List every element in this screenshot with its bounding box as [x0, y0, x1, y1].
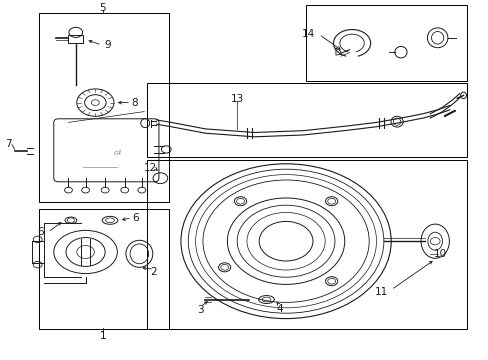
Bar	[39, 13, 168, 202]
Text: 4: 4	[276, 304, 283, 314]
Text: 12: 12	[143, 163, 157, 173]
Text: 13: 13	[230, 94, 244, 104]
Text: 6: 6	[37, 227, 43, 237]
Text: 8: 8	[131, 98, 138, 108]
Text: c4: c4	[113, 150, 122, 156]
Bar	[39, 209, 168, 329]
Bar	[146, 160, 466, 329]
Text: 1: 1	[99, 330, 106, 341]
Text: 7: 7	[5, 139, 12, 149]
Text: 10: 10	[433, 249, 446, 259]
Text: 6: 6	[132, 213, 139, 223]
Text: 11: 11	[374, 287, 387, 297]
Text: 9: 9	[104, 40, 111, 50]
Bar	[305, 5, 466, 81]
Text: 2: 2	[150, 267, 157, 277]
Bar	[146, 83, 466, 157]
Text: 5: 5	[99, 3, 106, 13]
Text: 1: 1	[99, 330, 106, 341]
Text: 3: 3	[197, 305, 203, 315]
Text: 14: 14	[301, 29, 314, 39]
